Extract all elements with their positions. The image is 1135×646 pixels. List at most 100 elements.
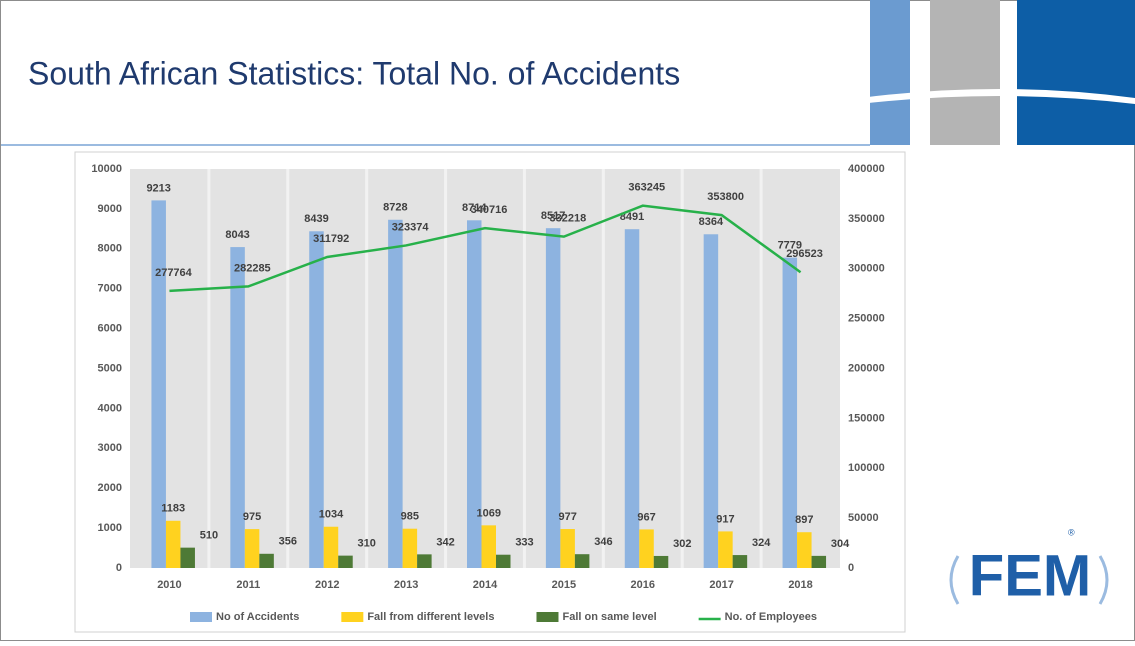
data-label: 977 (558, 511, 576, 523)
x-tick-label: 2017 (709, 579, 733, 591)
data-label: 302 (673, 538, 691, 550)
data-label: 917 (716, 513, 734, 525)
data-label: 985 (401, 511, 419, 523)
legend-label: Fall from different levels (367, 611, 494, 623)
line (169, 204, 802, 293)
data-label: 8364 (699, 216, 724, 228)
bar (151, 200, 166, 568)
logo: FEM (969, 543, 1091, 608)
x-tick-label: 2010 (157, 579, 181, 591)
plot-bg (130, 169, 840, 568)
legend-swatch (341, 612, 364, 622)
legend-label: No. of Employees (725, 611, 817, 623)
bar (496, 554, 511, 568)
logo-arc (949, 555, 960, 605)
y2-tick-label: 100000 (848, 462, 885, 474)
bar (732, 555, 748, 568)
logo-mark: ® (1068, 527, 1075, 537)
bar (811, 555, 827, 568)
data-label: 296523 (786, 248, 823, 260)
bar (703, 234, 719, 568)
data-label: 8728 (383, 202, 407, 214)
y-tick-label: 10000 (91, 163, 122, 175)
y2-tick-label: 250000 (848, 313, 885, 325)
bar (624, 229, 640, 568)
bar (402, 528, 418, 568)
y-tick-label: 2000 (98, 482, 122, 494)
x-tick-label: 2015 (552, 579, 576, 591)
bar (467, 220, 482, 568)
data-label: 1034 (319, 509, 344, 521)
y2-tick-label: 50000 (848, 512, 879, 524)
bar (797, 532, 812, 568)
bar (653, 555, 669, 568)
bar (230, 247, 245, 569)
y-tick-label: 3000 (98, 442, 122, 454)
data-label: 8714 (462, 202, 487, 214)
data-label: 967 (637, 511, 655, 523)
data-label: 7779 (778, 240, 802, 252)
data-label: 8491 (620, 211, 644, 223)
y2-tick-label: 400000 (848, 163, 885, 175)
data-label: 8439 (304, 213, 328, 225)
data-label: 1069 (477, 507, 501, 519)
bar (545, 228, 561, 569)
y-tick-label: 6000 (98, 323, 122, 335)
bar (244, 529, 260, 568)
legend-swatch (190, 612, 212, 622)
bar (782, 257, 798, 568)
data-label: 277764 (155, 267, 193, 279)
y-tick-label: 4000 (98, 402, 122, 414)
legend-label: Fall on same level (562, 611, 656, 623)
bar (323, 526, 339, 568)
bar (388, 219, 403, 568)
y2-tick-label: 200000 (848, 362, 885, 374)
y2-tick-label: 350000 (848, 213, 885, 225)
y2-tick-label: 150000 (848, 412, 885, 424)
data-label: 1183 (161, 503, 185, 515)
data-label: 333 (515, 537, 533, 549)
data-label: 897 (795, 514, 813, 526)
bar (481, 525, 496, 568)
y-tick-label: 1000 (98, 522, 122, 534)
slide-title: South African Statistics: Total No. of A… (28, 55, 680, 91)
y-tick-label: 9000 (98, 203, 122, 215)
x-tick-label: 2018 (788, 579, 812, 591)
bar (338, 555, 353, 568)
data-label: 363245 (628, 182, 665, 194)
y-tick-label: 5000 (98, 362, 122, 374)
bar (718, 531, 733, 568)
y-tick-label: 8000 (98, 243, 122, 255)
bar (165, 520, 181, 568)
data-label: 356 (279, 536, 297, 548)
data-label: 323374 (392, 221, 430, 233)
logo-arc (1098, 555, 1109, 605)
data-label: 304 (831, 538, 850, 550)
x-tick-label: 2012 (315, 579, 339, 591)
data-label: 310 (358, 538, 376, 550)
deco-block (1017, 0, 1135, 145)
data-label: 975 (243, 511, 261, 523)
x-tick-label: 2013 (394, 579, 418, 591)
legend-label: No of Accidents (216, 611, 299, 623)
data-label: 8043 (225, 229, 249, 241)
data-label: 342 (436, 536, 454, 548)
deco-curve (860, 89, 1135, 104)
y2-tick-label: 0 (848, 562, 854, 574)
deco-block (930, 0, 1000, 145)
x-tick-label: 2016 (631, 579, 655, 591)
data-label: 8517 (541, 210, 565, 222)
data-label: 340716 (471, 204, 508, 216)
deco-block (870, 0, 910, 145)
data-label: 9213 (146, 182, 170, 194)
bar (574, 554, 590, 568)
bar (180, 547, 195, 568)
data-label: 311792 (313, 233, 349, 245)
bar (309, 231, 324, 568)
x-tick-label: 2011 (236, 579, 260, 591)
y-tick-label: 7000 (98, 283, 122, 295)
data-label: 346 (594, 536, 612, 548)
data-label: 282285 (234, 262, 271, 274)
bar (417, 554, 432, 568)
